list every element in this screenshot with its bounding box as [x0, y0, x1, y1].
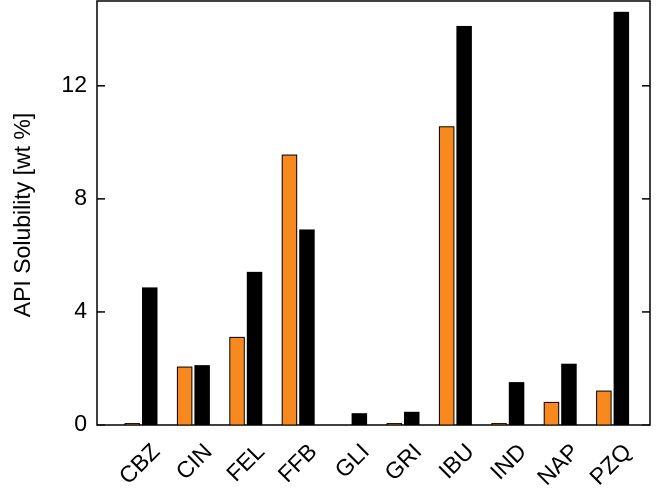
x-tick-label: FEL [221, 438, 269, 486]
bar [229, 336, 245, 426]
bar [386, 423, 402, 426]
bar [142, 287, 158, 426]
x-tick-label: GLI [329, 438, 374, 483]
bar [124, 423, 140, 426]
bar [176, 366, 193, 426]
bar [246, 271, 263, 426]
x-tick-label: CBZ [114, 438, 165, 489]
bar [613, 11, 630, 426]
x-tick-label: IBU [433, 438, 478, 483]
y-tick-label: 8 [74, 184, 87, 210]
bar [561, 363, 577, 426]
bar [351, 413, 368, 426]
bar [281, 154, 298, 426]
bar [543, 401, 560, 426]
bar [404, 411, 420, 426]
x-tick-label: PZQ [584, 438, 636, 490]
x-tick-label: NAP [532, 438, 584, 490]
x-tick-label: IND [485, 438, 531, 484]
y-tick-label: 4 [74, 297, 87, 323]
x-tick-label: GRI [379, 438, 426, 485]
bar [508, 382, 525, 426]
x-tick-label: FFB [273, 438, 322, 487]
y-tick-label: 12 [61, 71, 87, 97]
bar [596, 390, 612, 426]
bar [491, 423, 507, 426]
bar [299, 229, 315, 426]
y-axis-label: API Solubility [wt %] [9, 113, 35, 318]
y-tick-label: 0 [74, 410, 87, 436]
plot-frame [96, 0, 651, 426]
bar [438, 126, 455, 426]
bar [456, 25, 472, 426]
bar [194, 365, 210, 426]
x-tick-label: CIN [170, 438, 216, 484]
